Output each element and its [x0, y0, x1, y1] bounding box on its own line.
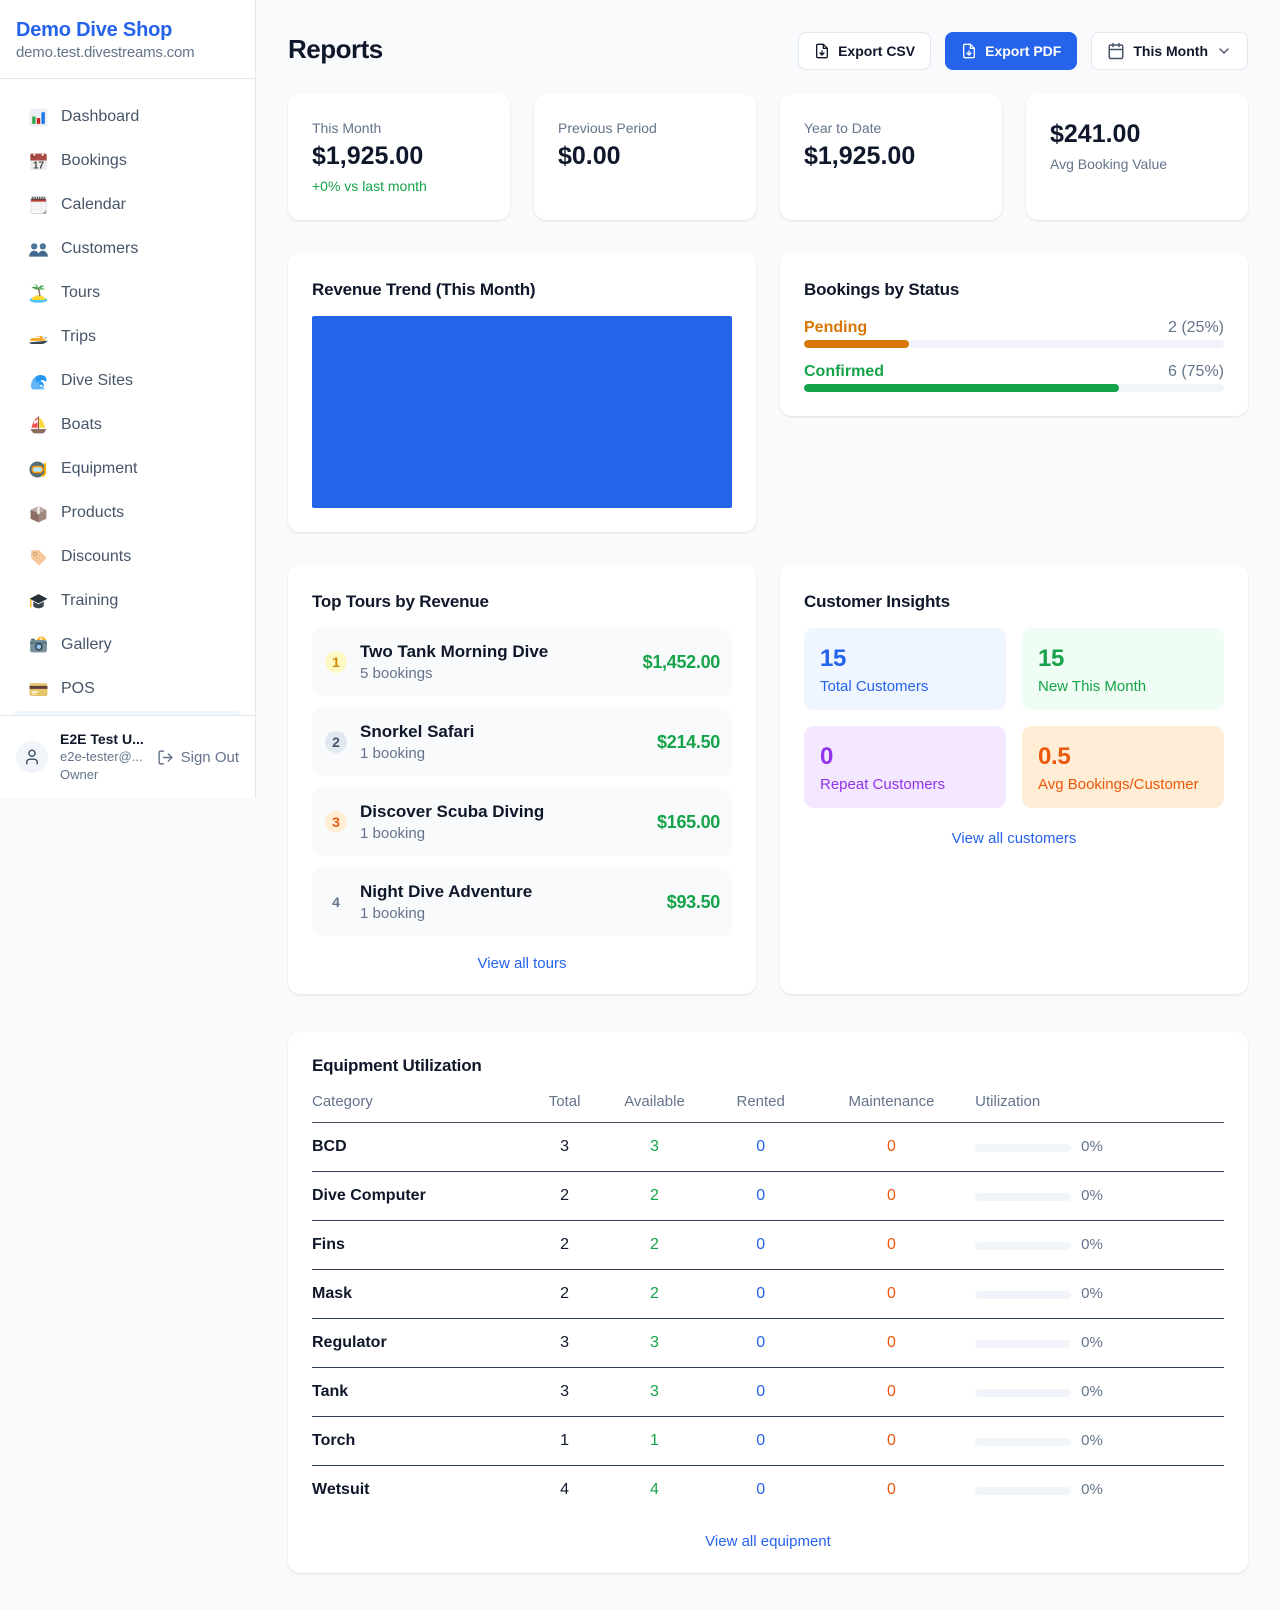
svg-text:17: 17 — [33, 160, 45, 171]
